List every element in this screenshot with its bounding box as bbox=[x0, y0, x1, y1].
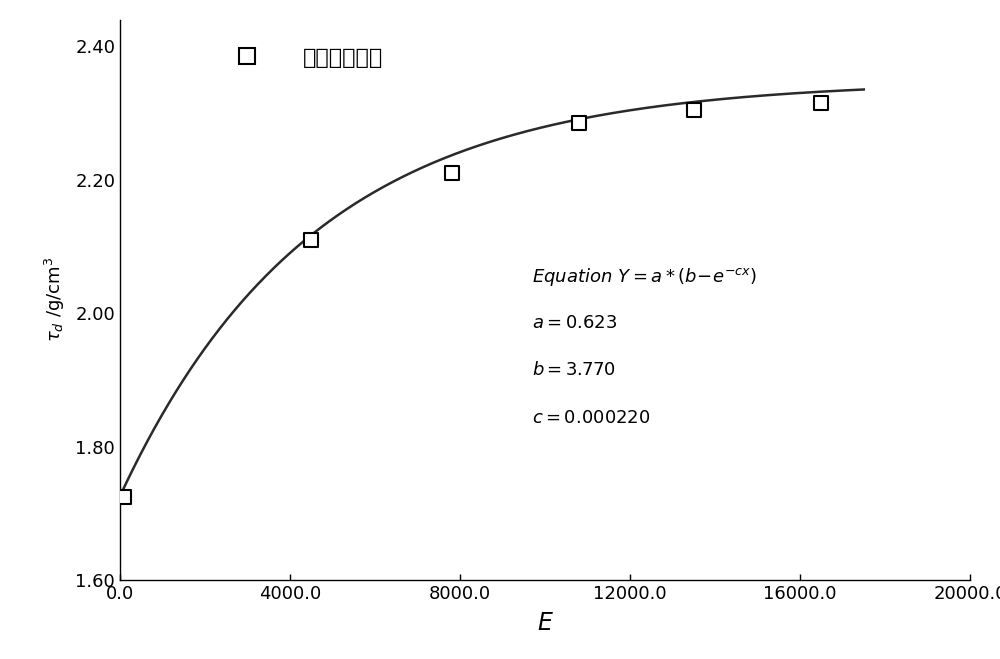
Point bbox=[686, 105, 702, 115]
Text: $\mathit{c} = 0.000220$: $\mathit{c} = 0.000220$ bbox=[532, 409, 651, 427]
Point bbox=[116, 492, 132, 503]
Y-axis label: $\tau_d$ /g/cm$^3$: $\tau_d$ /g/cm$^3$ bbox=[43, 257, 67, 343]
Text: $\mathit{Equation}\ Y = \mathit{a}*(\mathit{b}\!-\!\mathit{e}^{-\mathit{cx}})$: $\mathit{Equation}\ Y = \mathit{a}*(\mat… bbox=[532, 266, 757, 288]
Point bbox=[303, 235, 319, 245]
Text: $\mathit{a} = 0.623$: $\mathit{a} = 0.623$ bbox=[532, 314, 617, 332]
Point bbox=[444, 168, 460, 179]
Point bbox=[571, 118, 587, 129]
Text: $\mathit{b} = 3.770$: $\mathit{b} = 3.770$ bbox=[532, 361, 616, 380]
X-axis label: E: E bbox=[538, 611, 552, 635]
Point bbox=[813, 98, 829, 108]
Legend: 挖坑检测密度: 挖坑检测密度 bbox=[216, 40, 392, 77]
